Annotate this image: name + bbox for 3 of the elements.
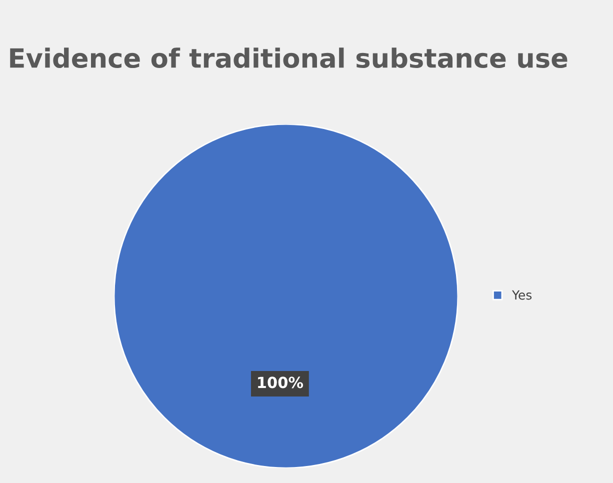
legend-label: Yes (512, 290, 532, 300)
data-label: 100% (258, 376, 304, 388)
chart-title: Evidence of traditional substance use (10, 48, 568, 68)
